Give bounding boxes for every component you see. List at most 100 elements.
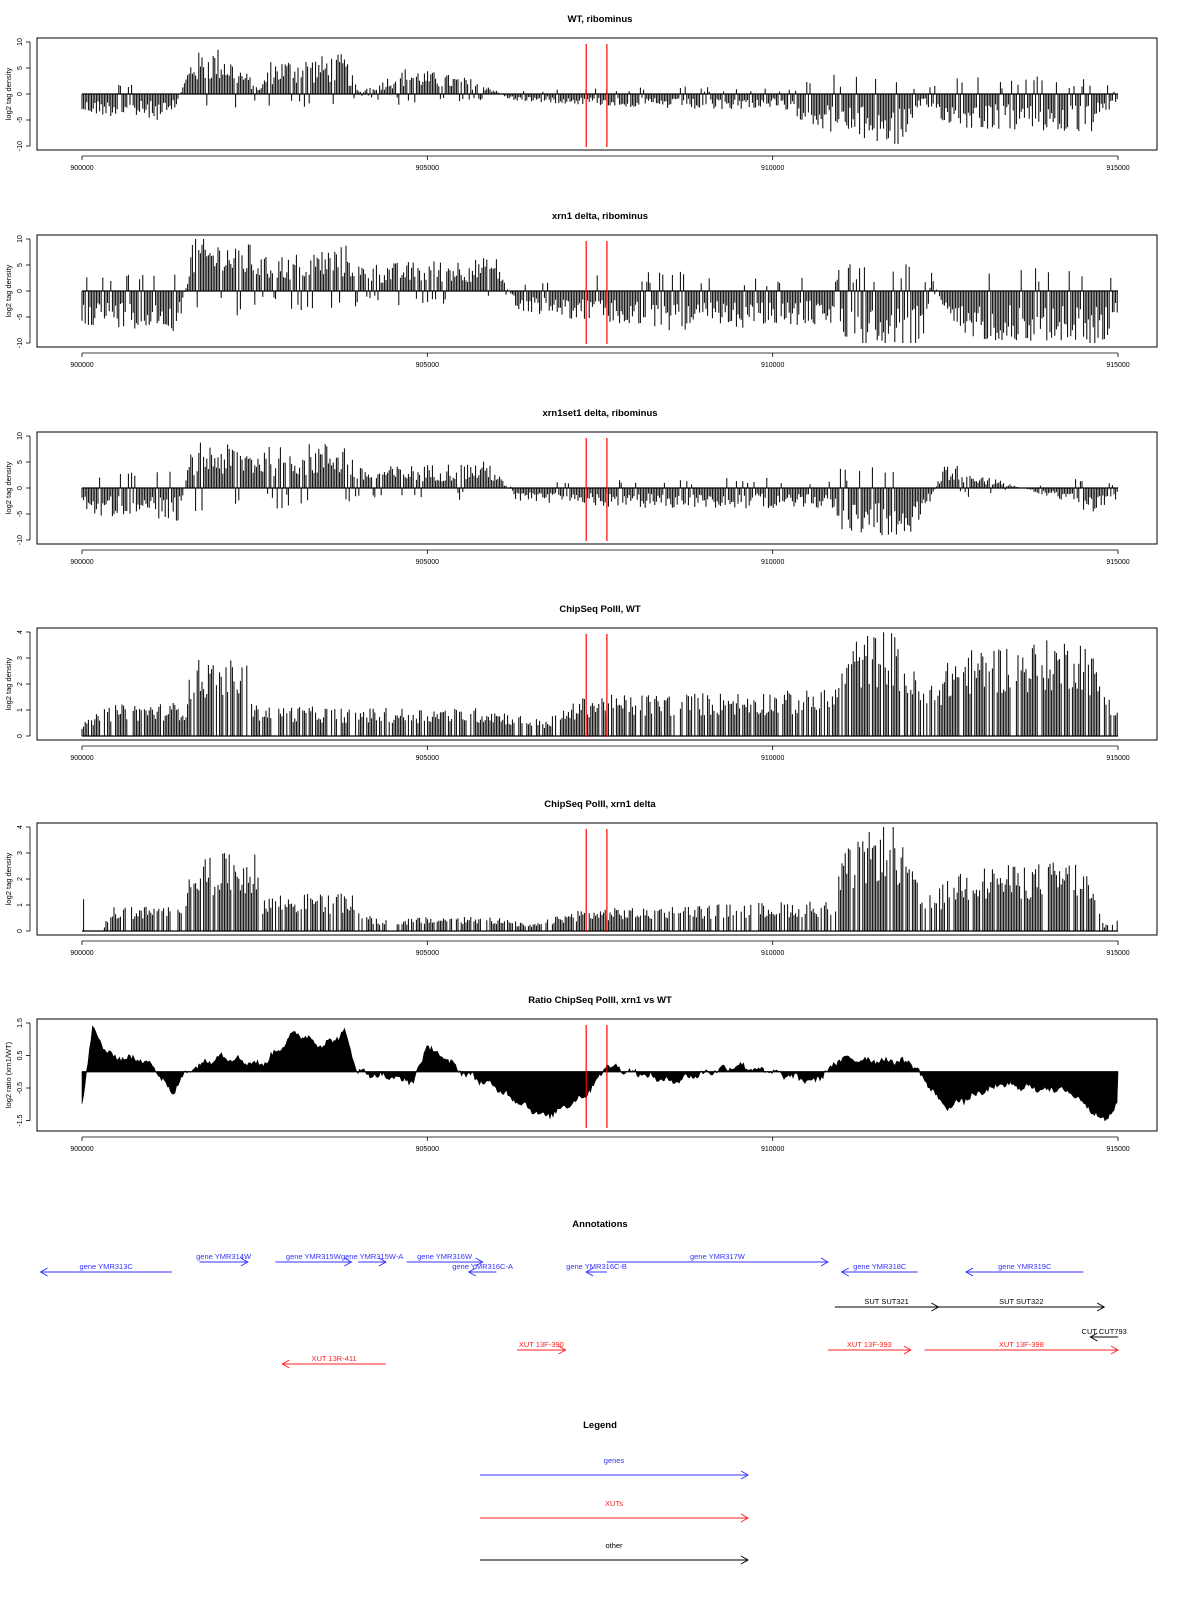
x-tick-label: 910000 [761, 1146, 784, 1153]
x-tick-label: 915000 [1106, 362, 1129, 369]
x-axis: 900000 905000 910000 915000 [70, 745, 1130, 762]
y-tick-label: 4 [17, 630, 24, 634]
legend-title: Legend [583, 1420, 617, 1431]
y-tick-label: 0 [17, 929, 24, 933]
signal-bars [83, 827, 1118, 931]
x-tick-label: 915000 [1106, 559, 1129, 566]
annotation-arrowhead [39, 1267, 48, 1277]
annotation-other: CUT CUT793 [1082, 1327, 1127, 1342]
x-tick-label: 910000 [761, 165, 784, 172]
plot-frame [36, 822, 1158, 936]
annotation-arrowhead [344, 1257, 353, 1267]
panel-4: ChipSeq PolII, WT 0 1 2 3 4 log2 tag density 90… [4, 604, 1158, 762]
annotation-arrowhead [475, 1257, 484, 1267]
annotation-gene: gene YMR316C-A [452, 1262, 513, 1277]
x-tick-label: 900000 [70, 950, 93, 957]
annotation-gene: gene YMR316C-B [566, 1262, 627, 1277]
x-tick-label: 905000 [416, 165, 439, 172]
panel-title: xrn1 delta, ribominus [552, 211, 648, 222]
y-tick-label: 1.5 [17, 1018, 24, 1028]
annotation-arrowhead [965, 1267, 974, 1277]
annotation-label: CUT CUT793 [1082, 1327, 1127, 1336]
annotation-arrowhead [240, 1257, 249, 1267]
y-axis: -10 -5 0 5 10 log2 tag density [4, 235, 31, 348]
y-tick-label: -5 [17, 511, 24, 517]
legend: Legend genes XUTs other [480, 1420, 750, 1565]
legend-item: XUTs [480, 1499, 750, 1523]
x-axis: 900000 905000 910000 915000 [70, 549, 1130, 566]
signal-path [81, 442, 1118, 536]
x-tick-label: 910000 [761, 755, 784, 762]
annotation-label: gene YMR313C [80, 1262, 134, 1271]
x-tick-label: 900000 [70, 755, 93, 762]
y-tick-label: -1.5 [17, 1114, 24, 1126]
y-tick-label: 5 [17, 263, 24, 267]
annotation-gene: gene YMR316W [406, 1252, 484, 1267]
annotation-gene: gene YMR315W [275, 1252, 353, 1267]
x-tick-label: 910000 [761, 559, 784, 566]
y-axis: -10 -5 0 5 10 log2 tag density [4, 38, 31, 151]
annotation-arrowhead [585, 1267, 594, 1277]
ratio-area [81, 1025, 1119, 1122]
annotation-gene: gene YMR313C [39, 1262, 172, 1277]
annotation-other: SUT SUT321 [834, 1297, 940, 1312]
annotation-xut: XUT 13F-393 [827, 1340, 912, 1355]
annotations-track: Annotations gene YMR313C gene YMR314W gene … [39, 1219, 1127, 1369]
y-tick-label: -10 [17, 338, 24, 348]
annotation-label: XUT 13F-393 [847, 1340, 892, 1349]
y-tick-label: 0 [17, 486, 24, 490]
panel-3: xrn1set1 delta, ribominus -10 -5 0 5 10 log2 t… [4, 408, 1158, 566]
plot-frame [36, 1018, 1158, 1132]
y-axis: 0 1 2 3 4 log2 tag density [4, 630, 31, 738]
panel-6: Ratio ChipSeq PolII, xrn1 vs WT -1.5 -0.5 0… [4, 995, 1158, 1153]
annotation-label: gene YMR316W [417, 1252, 473, 1261]
y-tick-label: 1 [17, 903, 24, 907]
annotation-label: gene YMR316C-A [452, 1262, 513, 1271]
annotation-gene: gene YMR317W [606, 1252, 829, 1267]
panel-title: ChipSeq PolII, WT [559, 604, 640, 615]
y-axis-label: log2 tag density [4, 461, 13, 514]
y-tick-label: 0 [17, 289, 24, 293]
signal-path [81, 49, 1118, 144]
signal-bars [81, 632, 1118, 736]
x-tick-label: 905000 [416, 559, 439, 566]
legend-label: genes [604, 1456, 625, 1465]
annotation-label: XUT 13R-411 [312, 1354, 357, 1363]
panel-1: WT, ribominus -10 -5 0 5 10 log2 tag density 90… [4, 14, 1158, 172]
legend-label: XUTs [605, 1499, 623, 1508]
annotation-label: SUT SUT322 [999, 1297, 1043, 1306]
x-axis: 900000 905000 910000 915000 [70, 940, 1130, 957]
signal-bars [81, 442, 1118, 536]
signal-path [83, 827, 1118, 931]
signal-bars [81, 239, 1118, 343]
x-tick-label: 900000 [70, 559, 93, 566]
annotation-arrowhead [558, 1345, 567, 1355]
y-tick-label: 0.5 [17, 1051, 24, 1061]
signal-bars [81, 49, 1118, 144]
y-tick-label: 2 [17, 682, 24, 686]
x-tick-label: 905000 [416, 1146, 439, 1153]
panel-title: WT, ribominus [568, 14, 633, 25]
annotation-arrowhead [1089, 1332, 1098, 1342]
annotation-label: gene YMR316C-B [566, 1262, 627, 1271]
annotations-title: Annotations [572, 1219, 627, 1230]
annotation-gene: gene YMR319C [965, 1262, 1084, 1277]
annotation-gene: gene YMR315W-A [341, 1252, 403, 1267]
y-tick-label: 3 [17, 656, 24, 660]
legend-item: other [480, 1541, 750, 1565]
y-axis-label: log2 tag density [4, 67, 13, 120]
y-tick-label: 2 [17, 877, 24, 881]
annotation-xut: XUT 13F-390 [517, 1340, 567, 1355]
x-tick-label: 915000 [1106, 755, 1129, 762]
y-tick-label: 4 [17, 825, 24, 829]
annotation-label: SUT SUT321 [864, 1297, 908, 1306]
annotation-arrowhead [281, 1359, 290, 1369]
annotation-arrowhead [1096, 1302, 1106, 1312]
x-tick-label: 900000 [70, 1146, 93, 1153]
annotation-arrowhead [840, 1267, 849, 1277]
x-tick-label: 905000 [416, 755, 439, 762]
y-tick-label: 10 [17, 235, 24, 243]
y-tick-label: -10 [17, 535, 24, 545]
annotation-arrowhead [467, 1267, 477, 1277]
x-tick-label: 905000 [416, 362, 439, 369]
